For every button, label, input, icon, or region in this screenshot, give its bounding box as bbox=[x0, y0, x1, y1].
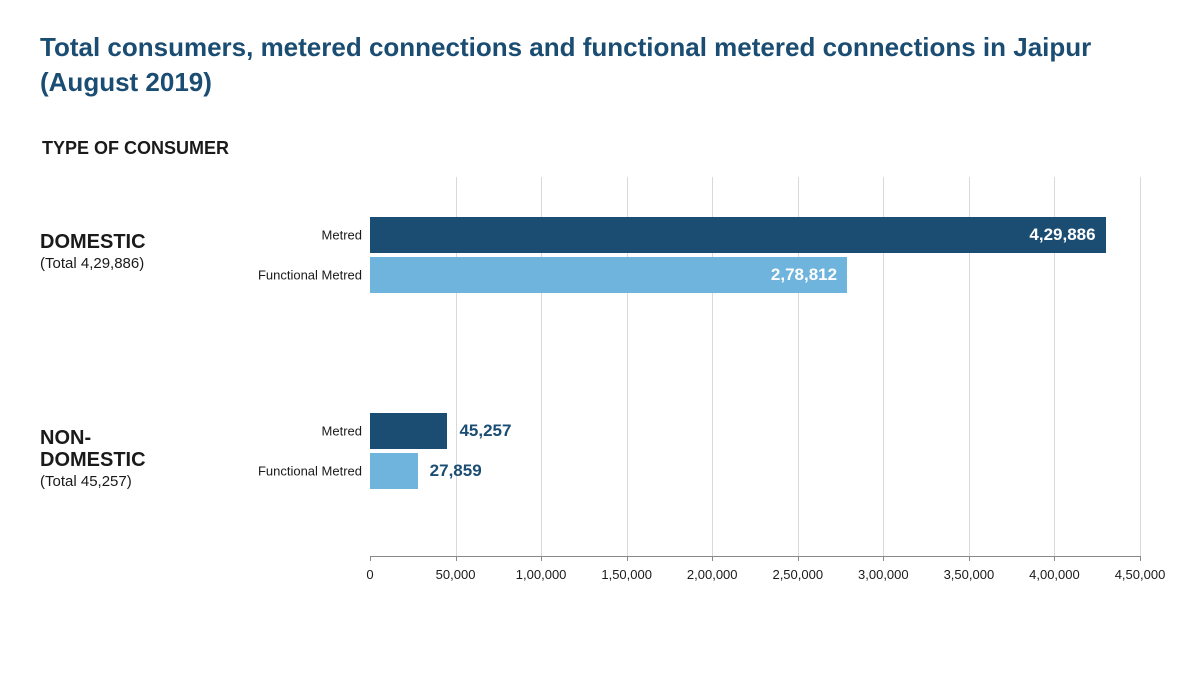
bar-value-label: 27,859 bbox=[430, 461, 482, 481]
xtick-mark bbox=[712, 556, 713, 561]
category-total: (Total 4,29,886) bbox=[40, 255, 146, 272]
xtick-mark bbox=[1140, 556, 1141, 561]
series-label: Metred bbox=[322, 228, 362, 243]
xtick-mark bbox=[798, 556, 799, 561]
chart-title: Total consumers, metered connections and… bbox=[40, 30, 1160, 100]
series-label: Functional Metred bbox=[258, 268, 362, 283]
category-name: DOMESTIC bbox=[40, 231, 146, 253]
series-label: Metred bbox=[322, 424, 362, 439]
xtick-label: 0 bbox=[366, 567, 373, 582]
chart-subtitle: TYPE OF CONSUMER bbox=[42, 138, 1160, 159]
xtick-mark bbox=[1054, 556, 1055, 561]
xtick-mark bbox=[541, 556, 542, 561]
grid-line bbox=[1140, 177, 1141, 556]
category-name: NON-DOMESTIC bbox=[40, 427, 146, 471]
xtick-label: 2,50,000 bbox=[772, 567, 823, 582]
xtick-label: 1,50,000 bbox=[601, 567, 652, 582]
category-total: (Total 45,257) bbox=[40, 473, 146, 490]
xtick-mark bbox=[456, 556, 457, 561]
xtick-label: 4,00,000 bbox=[1029, 567, 1080, 582]
xtick-label: 2,00,000 bbox=[687, 567, 738, 582]
bar-value-label: 2,78,812 bbox=[771, 265, 837, 285]
chart-area: DOMESTIC (Total 4,29,886) NON-DOMESTIC (Tot… bbox=[40, 177, 1160, 597]
xtick-mark bbox=[883, 556, 884, 561]
xtick-label: 4,50,000 bbox=[1115, 567, 1166, 582]
bar-value-label: 4,29,886 bbox=[1029, 225, 1095, 245]
xtick-label: 50,000 bbox=[436, 567, 476, 582]
category-label: NON-DOMESTIC (Total 45,257) bbox=[40, 427, 146, 490]
bar-value-label: 45,257 bbox=[459, 421, 511, 441]
plot-column: Metred Functional Metred Metred Functional … bbox=[190, 177, 1160, 597]
xtick-mark bbox=[969, 556, 970, 561]
xtick-mark bbox=[627, 556, 628, 561]
category-label: DOMESTIC (Total 4,29,886) bbox=[40, 231, 146, 272]
plot-region: 050,0001,00,0001,50,0002,00,0002,50,0003… bbox=[370, 177, 1140, 557]
bar bbox=[370, 217, 1106, 253]
xtick-mark bbox=[370, 556, 371, 561]
series-label: Functional Metred bbox=[258, 464, 362, 479]
category-labels-column: DOMESTIC (Total 4,29,886) NON-DOMESTIC (Tot… bbox=[40, 177, 190, 597]
bar bbox=[370, 453, 418, 489]
bar bbox=[370, 413, 447, 449]
xtick-label: 3,00,000 bbox=[858, 567, 909, 582]
xtick-label: 3,50,000 bbox=[944, 567, 995, 582]
xtick-label: 1,00,000 bbox=[516, 567, 567, 582]
